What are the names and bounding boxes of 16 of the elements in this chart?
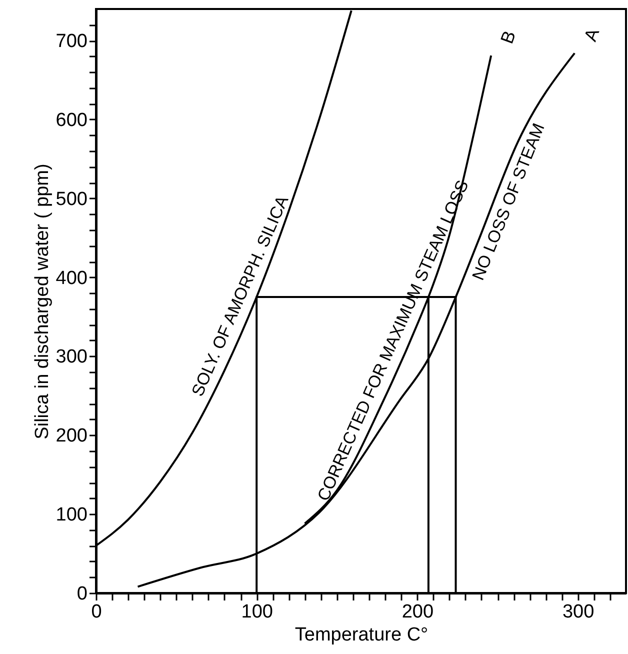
annotation: A <box>580 26 604 44</box>
x-tick-label: 0 <box>91 602 102 622</box>
x-tick-label: 100 <box>241 602 273 622</box>
y-tick-label: 300 <box>56 346 88 368</box>
y-tick-label: 400 <box>56 268 88 289</box>
x-tick-label: 200 <box>402 602 434 622</box>
y-tick-label: 700 <box>56 31 88 52</box>
x-tick-label: 300 <box>562 602 594 622</box>
y-tick-label: 200 <box>56 426 88 447</box>
y-tick-label: 100 <box>56 504 88 526</box>
y-tick-label: 0 <box>76 584 88 604</box>
y-axis-title: Silica in discharged water ( ppm) <box>32 164 53 440</box>
annotation: B <box>496 28 520 46</box>
y-tick-label: 500 <box>56 188 88 210</box>
y-tick-label: 600 <box>56 110 88 131</box>
x-axis-title: Temperature C° <box>294 624 428 646</box>
